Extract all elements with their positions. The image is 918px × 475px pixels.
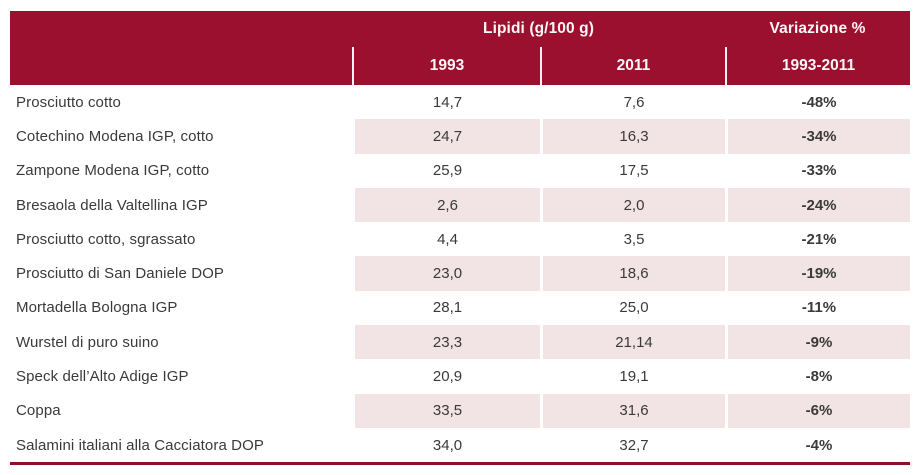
value-2011: 16,3 [540, 119, 725, 154]
variation-value: -11% [725, 290, 910, 326]
row-label: Prosciutto cotto, sgrassato [16, 230, 196, 248]
value-1993: 23,3 [352, 325, 540, 360]
table-row: Cotechino Modena IGP, cotto 24,7 16,3 -34% [10, 119, 910, 154]
value-2011: 17,5 [540, 153, 725, 188]
table-row: Wurstel di puro suino 23,3 21,14 -9% [10, 325, 910, 360]
value-1993: 28,1 [352, 290, 540, 326]
lipids-table: Lipidi (g/100 g) Variazione % 1993 2011 … [10, 11, 910, 466]
column-group-header-lipids: Lipidi (g/100 g) [483, 20, 594, 37]
table-row: Mortadella Bologna IGP 28,1 25,0 -11% [10, 290, 910, 326]
value-1993: 2,6 [352, 187, 540, 223]
row-label: Zampone Modena IGP, cotto [16, 162, 210, 180]
variation-value: -21% [725, 222, 910, 257]
table-row: Zampone Modena IGP, cotto 25,9 17,5 -33% [10, 153, 910, 188]
variation-value: -9% [725, 325, 910, 360]
value-1993: 33,5 [352, 393, 540, 428]
variation-value: -4% [725, 427, 910, 463]
bottom-rule [10, 462, 910, 466]
value-2011: 3,5 [540, 222, 725, 257]
table-row: Prosciutto cotto, sgrassato 4,4 3,5 -21% [10, 222, 910, 257]
table-header-group-row: Lipidi (g/100 g) Variazione % [10, 11, 910, 47]
table-row: Speck dell’Alto Adige IGP 20,9 19,1 -8% [10, 359, 910, 394]
value-2011: 2,0 [540, 187, 725, 223]
value-1993: 20,9 [352, 359, 540, 394]
table-row: Salamini italiani alla Cacciatora DOP 34,… [10, 427, 910, 463]
header-label-cell-empty [10, 47, 352, 85]
value-2011: 21,14 [540, 325, 725, 360]
row-label: Prosciutto di San Daniele DOP [16, 265, 224, 283]
variation-value: -19% [725, 256, 910, 291]
value-1993: 25,9 [352, 153, 540, 188]
row-label: Salamini italiani alla Cacciatora DOP [16, 436, 264, 454]
value-2011: 32,7 [540, 427, 725, 463]
value-2011: 19,1 [540, 359, 725, 394]
value-2011: 7,6 [540, 85, 725, 120]
value-1993: 24,7 [352, 119, 540, 154]
value-1993: 34,0 [352, 427, 540, 463]
variation-value: -8% [725, 359, 910, 394]
value-2011: 18,6 [540, 256, 725, 291]
column-header-1993: 1993 [352, 47, 540, 85]
table-row: Prosciutto di San Daniele DOP 23,0 18,6 -19… [10, 256, 910, 291]
variation-value: -48% [725, 85, 910, 120]
row-label: Coppa [16, 402, 61, 420]
value-2011: 31,6 [540, 393, 725, 428]
table-row: Prosciutto cotto 14,7 7,6 -48% [10, 85, 910, 120]
table-row: Bresaola della Valtellina IGP 2,6 2,0 -24% [10, 187, 910, 223]
row-label: Cotechino Modena IGP, cotto [16, 127, 214, 145]
variation-value: -33% [725, 153, 910, 188]
variation-value: -34% [725, 119, 910, 154]
column-group-header-variation: Variazione % [769, 20, 866, 37]
value-2011: 25,0 [540, 290, 725, 326]
value-1993: 23,0 [352, 256, 540, 291]
table-body: Prosciutto cotto 14,7 7,6 -48% Cotechino Mod… [10, 85, 910, 463]
value-1993: 14,7 [352, 85, 540, 120]
variation-value: -6% [725, 393, 910, 428]
column-header-2011: 2011 [540, 47, 725, 85]
variation-value: -24% [725, 187, 910, 223]
value-1993: 4,4 [352, 222, 540, 257]
row-label: Bresaola della Valtellina IGP [16, 196, 208, 214]
table-row: Coppa 33,5 31,6 -6% [10, 393, 910, 428]
row-label: Mortadella Bologna IGP [16, 299, 178, 317]
column-header-1993-2011: 1993-2011 [725, 47, 910, 85]
row-label: Speck dell’Alto Adige IGP [16, 368, 189, 386]
table-header-columns-row: 1993 2011 1993-2011 [10, 47, 910, 85]
table-header: Lipidi (g/100 g) Variazione % 1993 2011 … [10, 11, 910, 85]
row-label: Wurstel di puro suino [16, 333, 159, 351]
row-label: Prosciutto cotto [16, 93, 121, 111]
